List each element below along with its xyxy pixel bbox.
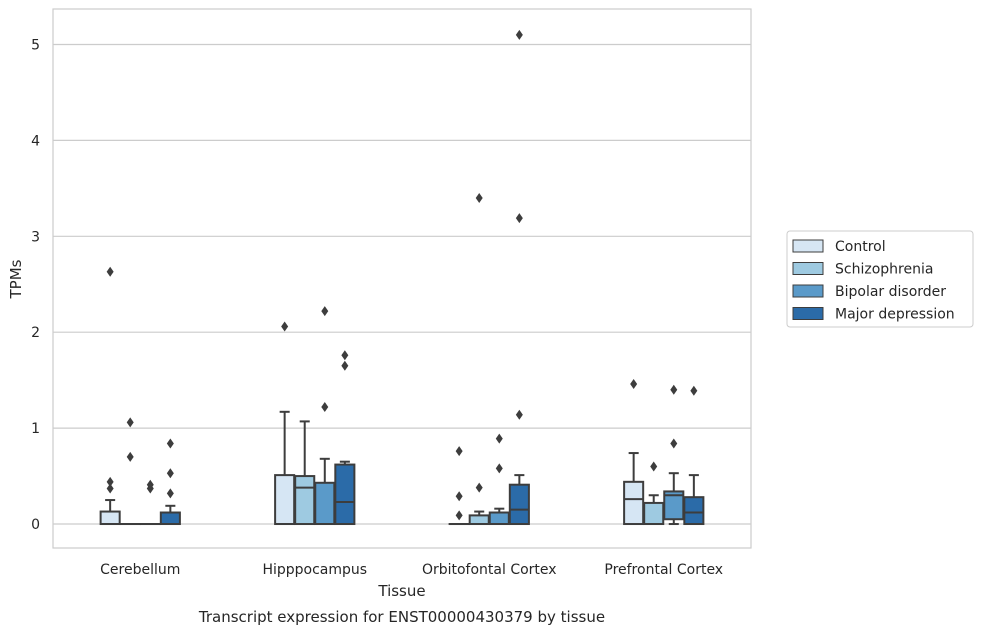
y-tick-label: 5 — [31, 37, 40, 53]
box-bipolar-disorder — [314, 306, 336, 526]
box — [274, 474, 296, 526]
outlier-point — [475, 482, 483, 493]
legend-swatch — [792, 239, 824, 253]
legend-item: Bipolar disorder — [792, 284, 946, 300]
legend: Control Schizophrenia Bipolar disorder Majo… — [786, 230, 974, 328]
outlier-point — [106, 266, 114, 277]
outlier-point — [281, 321, 289, 332]
outlier-point — [455, 510, 463, 521]
outlier-point — [166, 438, 174, 449]
y-axis-label: TPMs — [7, 259, 25, 299]
outlier-point — [321, 306, 329, 317]
y-tick-label: 4 — [31, 133, 40, 149]
box-schizophrenia — [643, 461, 665, 526]
box-major-depression — [508, 29, 530, 526]
outlier-point — [106, 483, 114, 494]
outlier-point — [515, 213, 523, 224]
box — [468, 514, 490, 526]
box-bipolar-disorder — [139, 479, 161, 526]
box — [314, 481, 336, 526]
y-tick-label: 1 — [31, 421, 40, 437]
chart-caption: Transcript expression for ENST0000043037… — [198, 608, 605, 626]
outlier-point — [650, 461, 658, 472]
outlier-point — [630, 378, 638, 389]
outlier-point — [126, 451, 134, 462]
x-tick-label: Cerebellum — [100, 562, 180, 578]
outlier-point — [670, 384, 678, 395]
legend-label: Major depression — [835, 307, 955, 323]
legend-swatch — [792, 284, 824, 298]
box — [643, 501, 665, 526]
box — [334, 463, 356, 526]
outlier-point — [341, 360, 349, 371]
y-tick-label: 3 — [31, 229, 40, 245]
outlier-point — [515, 409, 523, 420]
legend-swatch — [792, 307, 824, 320]
legend-item: Schizophrenia — [792, 262, 933, 278]
legend-label: Bipolar disorder — [835, 284, 946, 300]
box-major-depression — [334, 350, 356, 526]
box-schizophrenia — [468, 192, 490, 526]
legend-label: Control — [835, 239, 886, 255]
outlier-point — [670, 438, 678, 449]
y-tick-label: 2 — [31, 325, 40, 341]
outlier-point — [690, 385, 698, 396]
box — [623, 480, 645, 526]
outlier-point — [166, 488, 174, 499]
x-tick-label: Prefrontal Cortex — [604, 562, 723, 578]
box-control — [99, 266, 121, 526]
y-gridlines — [53, 43, 751, 525]
legend-label: Schizophrenia — [835, 262, 933, 278]
legend-frame — [786, 230, 974, 328]
box-control — [623, 378, 645, 526]
box — [663, 490, 685, 521]
outlier-point — [475, 192, 483, 203]
x-tick-labels: Cerebellum Hipppocampus Orbitofontal Corte… — [100, 562, 723, 578]
box-schizophrenia — [294, 420, 316, 526]
outlier-point — [106, 476, 114, 487]
x-tick-label: Orbitofontal Cortex — [422, 562, 557, 578]
outlier-point — [515, 29, 523, 40]
box-control — [274, 321, 296, 526]
legend-item: Major depression — [792, 307, 955, 323]
box-control — [448, 446, 470, 526]
y-tick-labels: 0 1 2 3 4 5 — [31, 37, 40, 533]
box-major-depression — [683, 385, 705, 526]
box — [294, 475, 316, 526]
outlier-point — [455, 491, 463, 502]
plot-frame — [52, 8, 752, 549]
outlier-point — [455, 446, 463, 457]
outlier-point — [146, 479, 154, 490]
box-schizophrenia — [119, 417, 141, 526]
outlier-point — [495, 433, 503, 444]
box-bipolar-disorder — [663, 384, 685, 526]
y-tick-label: 0 — [31, 517, 40, 533]
outlier-point — [495, 463, 503, 474]
box — [159, 511, 181, 526]
box — [683, 496, 705, 526]
box-plot-series — [99, 29, 705, 526]
outlier-point — [126, 417, 134, 428]
box — [99, 510, 121, 526]
box — [508, 483, 530, 526]
box-major-depression — [159, 438, 181, 526]
box — [488, 511, 510, 526]
box-bipolar-disorder — [488, 433, 510, 526]
x-axis-label: Tissue — [377, 582, 425, 600]
outlier-point — [321, 402, 329, 413]
legend-swatch — [792, 262, 824, 275]
outlier-point — [341, 350, 349, 361]
outlier-point — [166, 468, 174, 479]
x-tick-label: Hipppocampus — [262, 562, 367, 578]
legend-item: Control — [792, 239, 886, 255]
